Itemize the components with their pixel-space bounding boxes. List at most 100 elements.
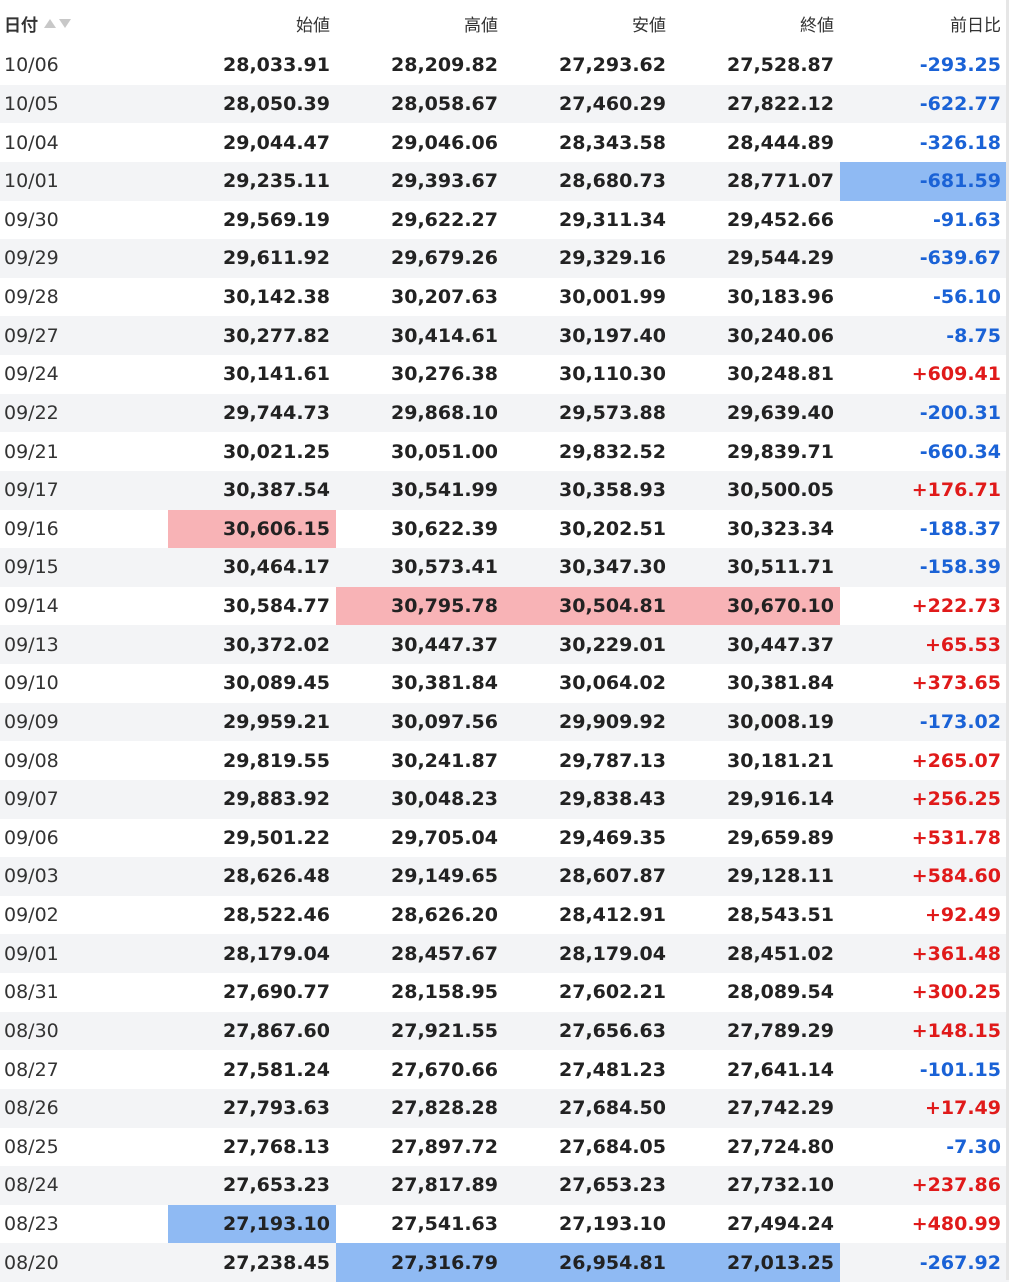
date-cell: 08/27 bbox=[4, 1058, 59, 1081]
high-cell: 29,149.65 bbox=[391, 865, 498, 888]
table-row: 09/02 28,522.46 28,626.20 28,412.91 28,543.5… bbox=[0, 895, 1009, 935]
date-cell: 10/06 bbox=[4, 54, 59, 77]
change-cell: +176.71 bbox=[911, 479, 1001, 502]
change-cell: +480.99 bbox=[911, 1213, 1001, 1236]
close-cell: 28,543.51 bbox=[727, 904, 834, 927]
close-cell: 27,641.14 bbox=[727, 1058, 834, 1081]
table-row: 10/04 29,044.47 29,046.06 28,343.58 28,444.8… bbox=[0, 123, 1009, 162]
date-header-label: 日付 bbox=[4, 15, 38, 36]
high-cell: 29,046.06 bbox=[391, 131, 498, 154]
open-cell: 29,611.92 bbox=[223, 247, 330, 270]
change-cell: -56.10 bbox=[933, 286, 1001, 309]
high-cell: 30,447.37 bbox=[391, 633, 498, 656]
low-cell: 29,311.34 bbox=[559, 208, 666, 231]
change-cell: -7.30 bbox=[946, 1135, 1001, 1158]
table-row: 09/21 30,021.25 30,051.00 29,832.52 29,839.7… bbox=[0, 432, 1009, 471]
change-cell: +609.41 bbox=[911, 363, 1001, 386]
date-cell: 09/15 bbox=[4, 556, 59, 579]
low-cell: 29,838.43 bbox=[559, 788, 666, 811]
table-row: 09/29 29,611.92 29,679.26 29,329.16 29,544.2… bbox=[0, 239, 1009, 278]
table-row: 08/23 27,193.10 27,541.63 27,193.10 27,494.2… bbox=[0, 1204, 1009, 1244]
close-cell: 27,732.10 bbox=[727, 1174, 834, 1197]
high-cell: 30,541.99 bbox=[391, 479, 498, 502]
change-cell: -639.67 bbox=[919, 247, 1001, 270]
date-cell: 10/01 bbox=[4, 170, 59, 193]
table-row: 10/05 28,050.39 28,058.67 27,460.29 27,822.1… bbox=[0, 84, 1009, 124]
high-cell: 29,868.10 bbox=[391, 401, 498, 424]
change-cell: -91.63 bbox=[933, 208, 1001, 231]
table-row: 09/17 30,387.54 30,541.99 30,358.93 30,500.0… bbox=[0, 470, 1009, 510]
open-cell: 30,089.45 bbox=[223, 672, 330, 695]
open-cell: 28,050.39 bbox=[223, 92, 330, 115]
table-row: 09/27 30,277.82 30,414.61 30,197.40 30,240.0… bbox=[0, 316, 1009, 355]
table-row: 09/13 30,372.02 30,447.37 30,229.01 30,447.3… bbox=[0, 625, 1009, 664]
date-cell: 10/05 bbox=[4, 92, 59, 115]
scrollbar[interactable] bbox=[1006, 0, 1009, 1280]
table-row: 09/03 28,626.48 29,149.65 28,607.87 29,128.1… bbox=[0, 857, 1009, 896]
date-cell: 09/10 bbox=[4, 672, 59, 695]
low-cell: 27,684.05 bbox=[559, 1135, 666, 1158]
date-column-header[interactable]: 日付 bbox=[0, 0, 168, 46]
change-cell: -200.31 bbox=[919, 401, 1001, 424]
high-cell: 29,393.67 bbox=[391, 170, 498, 193]
low-cell: 29,573.88 bbox=[559, 401, 666, 424]
high-cell: 30,795.78 bbox=[336, 586, 504, 626]
low-cell: 30,110.30 bbox=[559, 363, 666, 386]
high-cell: 30,207.63 bbox=[391, 286, 498, 309]
close-cell: 29,839.71 bbox=[727, 440, 834, 463]
open-cell: 30,584.77 bbox=[223, 595, 330, 618]
close-cell: 29,128.11 bbox=[727, 865, 834, 888]
low-cell: 29,787.13 bbox=[559, 749, 666, 772]
low-cell: 27,602.21 bbox=[559, 981, 666, 1004]
open-cell: 29,044.47 bbox=[223, 131, 330, 154]
date-cell: 08/24 bbox=[4, 1174, 59, 1197]
open-cell: 28,033.91 bbox=[223, 54, 330, 77]
date-cell: 09/02 bbox=[4, 904, 59, 927]
high-cell: 30,622.39 bbox=[391, 517, 498, 540]
close-cell: 30,008.19 bbox=[727, 710, 834, 733]
close-cell: 30,500.05 bbox=[727, 479, 834, 502]
close-cell: 30,511.71 bbox=[727, 556, 834, 579]
open-column-header: 始値 bbox=[168, 0, 336, 46]
open-cell: 30,606.15 bbox=[168, 509, 336, 549]
sort-ascending-icon[interactable] bbox=[44, 18, 56, 28]
open-cell: 27,193.10 bbox=[168, 1204, 336, 1244]
low-column-header: 安値 bbox=[504, 0, 672, 46]
low-cell: 30,064.02 bbox=[559, 672, 666, 695]
low-cell: 30,197.40 bbox=[559, 324, 666, 347]
table-row: 08/27 27,581.24 27,670.66 27,481.23 27,641.1… bbox=[0, 1050, 1009, 1089]
high-cell: 30,573.41 bbox=[391, 556, 498, 579]
change-cell: -8.75 bbox=[946, 324, 1001, 347]
sort-descending-icon[interactable] bbox=[59, 18, 71, 28]
open-cell: 27,653.23 bbox=[223, 1174, 330, 1197]
high-cell: 27,670.66 bbox=[391, 1058, 498, 1081]
high-cell: 30,241.87 bbox=[391, 749, 498, 772]
high-cell: 27,897.72 bbox=[391, 1135, 498, 1158]
open-cell: 29,744.73 bbox=[223, 401, 330, 424]
date-cell: 09/07 bbox=[4, 788, 59, 811]
table-row: 08/30 27,867.60 27,921.55 27,656.63 27,789.2… bbox=[0, 1011, 1009, 1051]
high-cell: 28,058.67 bbox=[391, 92, 498, 115]
high-cell: 29,705.04 bbox=[391, 826, 498, 849]
change-cell: +65.53 bbox=[924, 633, 1001, 656]
high-cell: 27,921.55 bbox=[391, 1019, 498, 1042]
high-cell: 27,541.63 bbox=[391, 1213, 498, 1236]
date-cell: 09/29 bbox=[4, 247, 59, 270]
table-row: 09/10 30,089.45 30,381.84 30,064.02 30,381.8… bbox=[0, 664, 1009, 703]
open-cell: 27,793.63 bbox=[223, 1097, 330, 1120]
table-row: 09/22 29,744.73 29,868.10 29,573.88 29,639.4… bbox=[0, 393, 1009, 433]
open-cell: 29,501.22 bbox=[223, 826, 330, 849]
low-cell: 30,202.51 bbox=[559, 517, 666, 540]
low-cell: 30,358.93 bbox=[559, 479, 666, 502]
change-cell: -293.25 bbox=[919, 54, 1001, 77]
open-cell: 29,819.55 bbox=[223, 749, 330, 772]
table-row: 09/28 30,142.38 30,207.63 30,001.99 30,183.9… bbox=[0, 277, 1009, 317]
low-cell: 30,001.99 bbox=[559, 286, 666, 309]
sort-controls[interactable] bbox=[44, 18, 71, 28]
high-cell: 28,209.82 bbox=[391, 54, 498, 77]
date-cell: 08/31 bbox=[4, 981, 59, 1004]
table-row: 09/14 30,584.77 30,795.78 30,504.81 30,670.1… bbox=[0, 586, 1009, 626]
low-cell: 30,229.01 bbox=[559, 633, 666, 656]
open-cell: 29,883.92 bbox=[223, 788, 330, 811]
